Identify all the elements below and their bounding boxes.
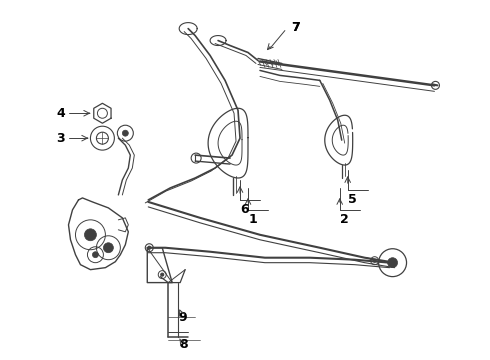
Text: 4: 4 xyxy=(56,107,65,120)
Circle shape xyxy=(93,252,98,258)
Text: 7: 7 xyxy=(292,21,300,34)
Circle shape xyxy=(122,130,128,136)
Text: 7: 7 xyxy=(292,21,300,34)
Text: 6: 6 xyxy=(241,203,249,216)
Circle shape xyxy=(161,273,164,276)
Text: 1: 1 xyxy=(248,213,257,226)
Text: 9: 9 xyxy=(179,311,188,324)
Circle shape xyxy=(103,243,113,253)
Circle shape xyxy=(84,229,97,241)
Text: 3: 3 xyxy=(56,132,65,145)
Text: 5: 5 xyxy=(348,193,357,206)
Circle shape xyxy=(148,246,151,249)
Text: 2: 2 xyxy=(341,213,349,226)
Text: 8: 8 xyxy=(179,338,188,351)
Circle shape xyxy=(373,259,376,262)
Circle shape xyxy=(388,258,397,268)
